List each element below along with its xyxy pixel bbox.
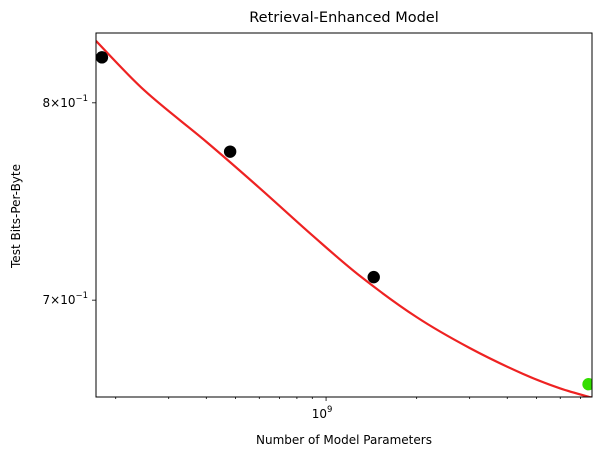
data-point bbox=[96, 51, 109, 64]
x-axis-label: Number of Model Parameters bbox=[256, 433, 432, 447]
y-tick-label: 7×10−1 bbox=[43, 291, 89, 307]
fit-curve bbox=[96, 40, 592, 397]
chart-title: Retrieval-Enhanced Model bbox=[249, 10, 439, 26]
tick-layer: 109 8×10−1 7×10−1 bbox=[43, 94, 581, 421]
y-axis-label: Test Bits-Per-Byte bbox=[9, 164, 23, 269]
plot-area bbox=[96, 40, 592, 397]
data-point bbox=[367, 270, 380, 284]
x-tick-label: 109 bbox=[312, 405, 333, 421]
data-point bbox=[223, 145, 237, 158]
y-tick-label: 8×10−1 bbox=[43, 94, 89, 110]
plot-frame bbox=[95, 32, 593, 398]
data-point bbox=[582, 378, 592, 391]
